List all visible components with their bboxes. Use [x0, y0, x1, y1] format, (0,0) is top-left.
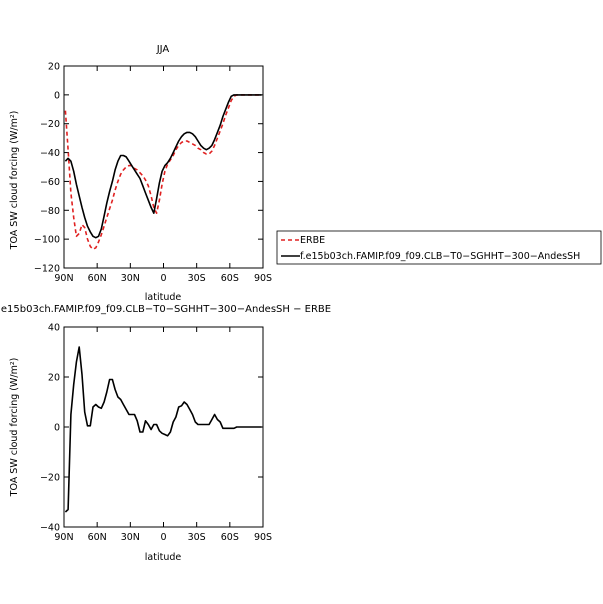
- x-tick-label: 30S: [188, 273, 206, 284]
- chart-title-top: JJA: [156, 44, 170, 55]
- x-axis-label-top: latitude: [145, 292, 182, 303]
- y-tick-label: −40: [40, 148, 60, 159]
- x-axis-label-bottom: latitude: [145, 552, 182, 563]
- x-tick-label: 60S: [221, 532, 239, 543]
- x-tick-label: 60S: [221, 273, 239, 284]
- y-tick-label: 0: [54, 90, 60, 101]
- y-tick-label: −60: [40, 177, 60, 188]
- series-line-difference: [64, 346, 262, 513]
- y-tick-labels-top: 20 0 −20 −40 −60 −80 −100 −120: [34, 62, 60, 275]
- y-tick-label: 20: [48, 373, 60, 384]
- x-tick-labels-bottom: 90N 60N 30N 0 30S 60S 90S: [54, 532, 272, 543]
- y-tick-label: −20: [40, 119, 60, 130]
- y-axis-label-top: TOA SW cloud forcing (W/m²): [9, 111, 20, 251]
- y-tick-label: −80: [40, 206, 60, 217]
- plot-area-top: [63, 65, 264, 269]
- x-tick-labels-top: 90N 60N 30N 0 30S 60S 90S: [54, 273, 272, 284]
- series-group-bottom: [64, 346, 262, 513]
- legend: ERBE f.e15b03ch.FAMIP.f09_f09.CLB−T0−SGH…: [276, 230, 602, 265]
- x-tick-label: 90S: [254, 273, 272, 284]
- series-line-model: [64, 94, 262, 239]
- chart-title-bottom: f.e15b03ch.FAMIP.f09_f09.CLB−T0−SGHHT−30…: [0, 304, 331, 315]
- x-tick-label: 90S: [254, 532, 272, 543]
- y-tick-labels-bottom: 40 20 0 −20 −40: [40, 323, 60, 534]
- x-tick-label: 30S: [188, 532, 206, 543]
- legend-label-erbe: ERBE: [300, 235, 325, 246]
- series-group-top: [64, 94, 262, 250]
- y-tick-label: −40: [40, 523, 60, 534]
- y-tick-label: 40: [48, 323, 60, 334]
- y-tick-label: −120: [34, 264, 60, 275]
- y-tick-label: 20: [48, 62, 60, 73]
- x-tick-label: 90N: [54, 273, 73, 284]
- y-tick-label: −100: [34, 235, 60, 246]
- plot-area-bottom: [63, 326, 264, 528]
- x-tick-label: 0: [160, 532, 166, 543]
- panel-bottom: f.e15b03ch.FAMIP.f09_f09.CLB−T0−SGHHT−30…: [0, 304, 331, 563]
- legend-box: [276, 230, 602, 265]
- x-tick-label: 90N: [54, 532, 73, 543]
- panel-top: JJA 90N 60N 30N 0 30S 60S 90S 20 0 −20 −40 −60 −80 −…: [9, 44, 272, 303]
- y-tick-label: 0: [54, 423, 60, 434]
- x-tick-label: 60N: [88, 532, 107, 543]
- x-tick-label: 60N: [88, 273, 107, 284]
- x-tick-label: 0: [160, 273, 166, 284]
- plot-frame: [63, 326, 264, 528]
- x-tick-label: 30N: [121, 273, 140, 284]
- y-axis-label-bottom: TOA SW cloud forcing (W/m²): [9, 358, 20, 498]
- legend-label-model: f.e15b03ch.FAMIP.f09_f09.CLB−T0−SGHHT−30…: [300, 251, 580, 262]
- y-tick-label: −20: [40, 473, 60, 484]
- series-line-erbe: [64, 94, 262, 250]
- x-tick-label: 30N: [121, 532, 140, 543]
